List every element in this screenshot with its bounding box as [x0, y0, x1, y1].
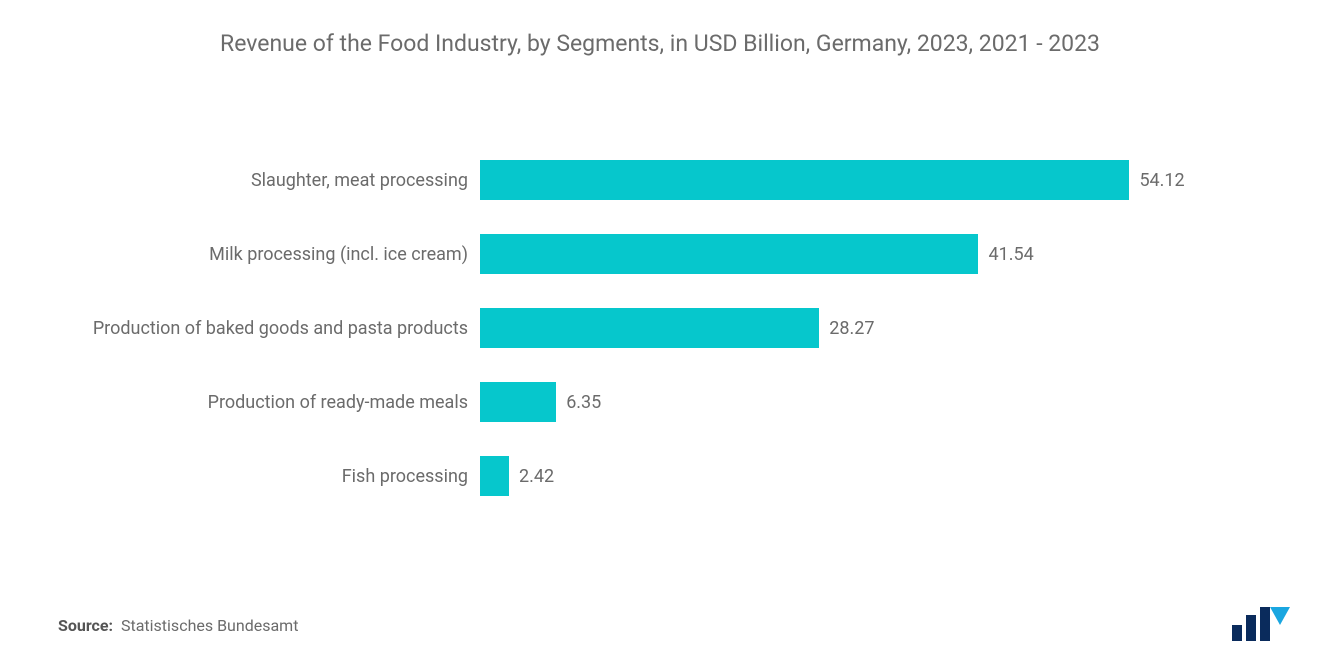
category-label: Fish processing: [342, 466, 480, 487]
category-label: Slaughter, meat processing: [251, 170, 480, 191]
value-label: 28.27: [819, 318, 874, 339]
bar: [480, 456, 509, 496]
source-line: Source: Statistisches Bundesamt: [58, 616, 298, 635]
plot-area: Slaughter, meat processing54.12 Milk proc…: [480, 160, 1200, 560]
source-prefix: Source:: [58, 616, 113, 635]
source-text: Statistisches Bundesamt: [121, 616, 298, 635]
bar: [480, 160, 1129, 200]
bar: [480, 308, 819, 348]
value-label: 54.12: [1129, 170, 1184, 191]
value-label: 41.54: [978, 244, 1033, 265]
logo-icon: [1230, 599, 1290, 643]
bar: [480, 234, 978, 274]
bar: [480, 382, 556, 422]
brand-logo: [1230, 599, 1290, 643]
bar-row: Slaughter, meat processing54.12: [480, 160, 1185, 200]
category-label: Milk processing (incl. ice cream): [209, 244, 480, 265]
value-label: 6.35: [556, 392, 601, 413]
bar-row: Fish processing2.42: [480, 456, 554, 496]
category-label: Production of ready-made meals: [208, 392, 480, 413]
chart-title: Revenue of the Food Industry, by Segment…: [0, 0, 1320, 59]
chart-container: Revenue of the Food Industry, by Segment…: [0, 0, 1320, 665]
bar-row: Production of ready-made meals6.35: [480, 382, 601, 422]
value-label: 2.42: [509, 466, 554, 487]
bar-row: Milk processing (incl. ice cream)41.54: [480, 234, 1034, 274]
bar-row: Production of baked goods and pasta prod…: [480, 308, 874, 348]
category-label: Production of baked goods and pasta prod…: [93, 318, 480, 339]
